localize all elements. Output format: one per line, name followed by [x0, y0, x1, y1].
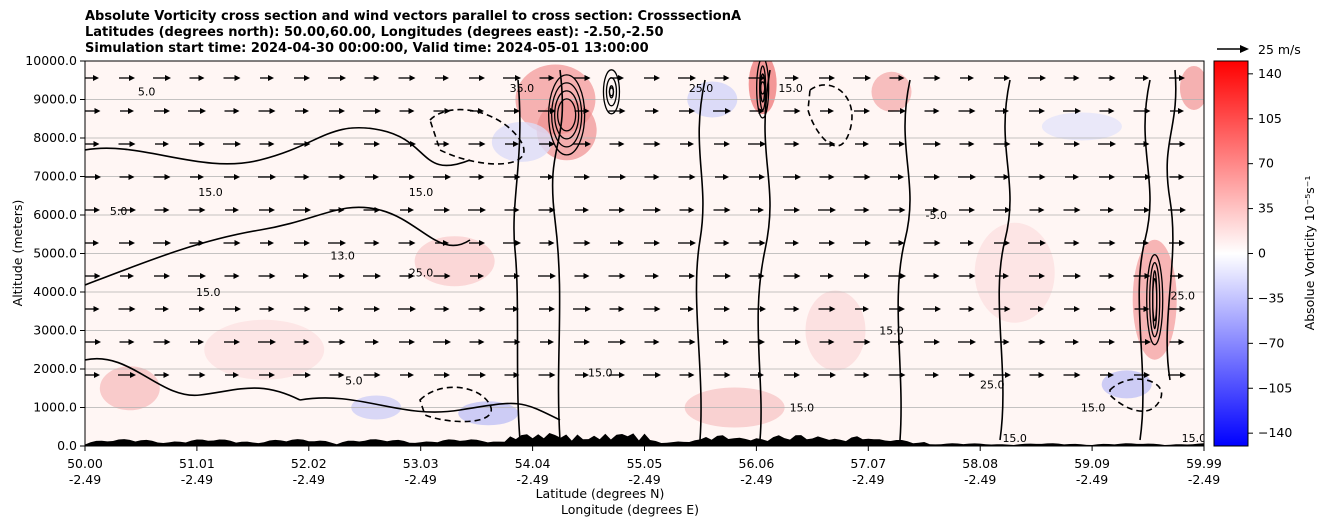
x-tick-label-lon: -2.49	[181, 472, 213, 487]
colorbar: 140 105 70 35 0 −35 −70 −105 −140 Absolue Vortic…	[1213, 60, 1317, 447]
x-tick-label-lon: -2.49	[628, 472, 660, 487]
contour-label: 15.0	[588, 367, 613, 380]
colorbar-tick-label: 0	[1258, 246, 1266, 261]
contour-label: -5.0	[926, 209, 947, 222]
chart-title-line-3: Simulation start time: 2024-04-30 00:00:…	[85, 41, 649, 56]
contour-label: 25.0	[689, 82, 714, 95]
contour-label: 15.0	[1182, 432, 1207, 445]
x-tick-label-lat: 59.09	[1074, 456, 1110, 471]
colorbar-ticks: 140 105 70 35 0 −35 −70 −105 −140	[1248, 66, 1292, 440]
quiver-key: 25 m/s	[1217, 42, 1301, 57]
contour-label: 13.0	[330, 249, 355, 262]
contour-label: 15.0	[1081, 401, 1106, 414]
colorbar-tick-label: 105	[1258, 111, 1282, 126]
y-tick-label: 7000.0	[33, 169, 77, 184]
x-tick-label-lat: 55.05	[627, 456, 663, 471]
colorbar-tick-label: −105	[1258, 380, 1292, 395]
x-tick-label-lat: 57.07	[850, 456, 886, 471]
contour-labels: 5.0 15.0 5.0 15.0 15.0 13.0 25.0 15.0 35.0 25.0 15…	[110, 82, 1207, 445]
contour-label: 15.0	[879, 324, 904, 337]
colorbar-tick-label: −35	[1258, 290, 1284, 305]
x-tick-label-lat: 51.01	[179, 456, 215, 471]
y-tick-label: 1000.0	[33, 400, 77, 415]
x-tick-label-lat: 54.04	[515, 456, 551, 471]
contour-label: 5.0	[345, 374, 363, 387]
wind-vectors	[85, 75, 1186, 378]
colorbar-label: Absolue Vorticity 10⁻⁵s⁻¹	[1302, 176, 1317, 331]
x-tick-label-lon: -2.49	[1188, 472, 1220, 487]
y-tick-label: 9000.0	[33, 92, 77, 107]
x-tick-label-lat: 52.02	[291, 456, 327, 471]
chart-title-line-2: Latitudes (degrees north): 50.00,60.00, …	[85, 25, 664, 40]
x-tick-label-lon: -2.49	[852, 472, 884, 487]
y-axis-label: Altitude (meters)	[10, 200, 25, 307]
x-tick-label-lat: 50.00	[67, 456, 103, 471]
y-tick-label: 5000.0	[33, 246, 77, 261]
contour-label: 25.0	[980, 378, 1005, 391]
y-tick-label: 4000.0	[33, 284, 77, 299]
contour-label: 15.0	[409, 186, 434, 199]
y-tick-label: 2000.0	[33, 361, 77, 376]
contour-label: 15.0	[778, 82, 803, 95]
contour-label: 5.0	[138, 86, 156, 99]
contour-label: 15.0	[196, 286, 221, 299]
x-tick-label-lon: -2.49	[1076, 472, 1108, 487]
terrain	[85, 433, 1204, 446]
contour-label: 5.0	[110, 205, 128, 218]
y-tick-label: 3000.0	[33, 323, 77, 338]
x-tick-label-lon: -2.49	[293, 472, 325, 487]
y-tick-label: 10000.0	[25, 53, 77, 68]
x-tick-label-lon: -2.49	[964, 472, 996, 487]
quiver-key-label: 25 m/s	[1258, 42, 1301, 57]
x-tick-label-lat: 58.08	[962, 456, 998, 471]
y-tick-label: 8000.0	[33, 130, 77, 145]
contour-label: 15.0	[1002, 432, 1027, 445]
plot-area: 5.0 15.0 5.0 15.0 15.0 13.0 25.0 15.0 35.0 25.0 15…	[85, 61, 1207, 446]
x-tick-label-lon: -2.49	[516, 472, 548, 487]
contour-label: 35.0	[510, 82, 535, 95]
colorbar-tick-label: −140	[1258, 425, 1292, 440]
x-axis-label-latitude: Latitude (degrees N)	[536, 486, 665, 501]
x-tick-label-lon: -2.49	[405, 472, 437, 487]
x-tick-label-lat: 59.99	[1186, 456, 1222, 471]
colorbar-tick-label: 70	[1258, 156, 1274, 171]
x-axis-label-longitude: Longitude (degrees E)	[561, 502, 699, 517]
colorbar-tick-label: 35	[1258, 201, 1274, 216]
colorbar-gradient	[1213, 60, 1249, 447]
contour-label: 15.0	[198, 186, 223, 199]
contour-label: 25.0	[409, 267, 434, 280]
x-tick-label-lat: 56.06	[739, 456, 775, 471]
x-tick-label-lat: 53.03	[403, 456, 439, 471]
x-tick-label-lon: -2.49	[69, 472, 101, 487]
y-tick-label: 6000.0	[33, 207, 77, 222]
chart-title-line-1: Absolute Vorticity cross section and win…	[85, 9, 741, 24]
colorbar-tick-label: 140	[1258, 66, 1282, 81]
contour-label: 15.0	[790, 401, 815, 414]
contour-label: 25.0	[1170, 290, 1195, 303]
contour-lines	[85, 61, 1177, 441]
y-axis-ticks: 0.0 1000.0 2000.0 3000.0 4000.0 5000.0 6000.0 7…	[25, 53, 85, 453]
x-tick-label-lon: -2.49	[740, 472, 772, 487]
colorbar-tick-label: −70	[1258, 335, 1284, 350]
y-tick-label: 0.0	[57, 438, 77, 453]
x-axis-ticks: 50.00-2.4951.01-2.4952.02-2.4953.03-2.49…	[67, 446, 1222, 487]
